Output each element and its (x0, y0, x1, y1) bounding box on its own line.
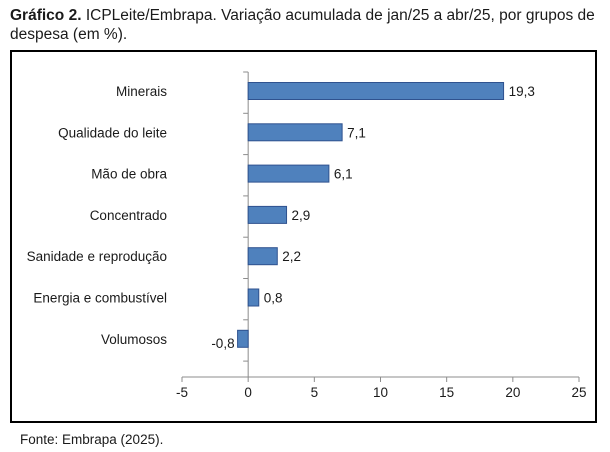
x-tick-label: -5 (176, 385, 188, 400)
bar-chart: -5 0 5 10 15 20 25 Minerais 19,3 Qualidade do lei… (27, 71, 587, 400)
bar (247, 82, 505, 100)
category-label: Minerais (116, 84, 167, 99)
bar (247, 164, 330, 183)
data-label: 7,1 (347, 125, 366, 140)
data-label: 19,3 (509, 84, 535, 99)
figure-caption-text: ICPLeite/Embrapa. Variação acumulada de … (10, 7, 595, 43)
x-tick-label: 10 (373, 385, 388, 400)
x-tick-label: 5 (311, 385, 319, 400)
data-label: 2,9 (292, 208, 311, 223)
figure-label: Gráfico 2. (10, 7, 82, 24)
category-label: Energia e combustível (33, 291, 167, 306)
figure-source: Fonte: Embrapa (2025). (20, 432, 164, 447)
category-label: Mão de obra (91, 167, 167, 182)
x-tick-label: 0 (244, 385, 252, 400)
category-label: Qualidade do leite (58, 125, 167, 140)
figure-caption: Gráfico 2. ICPLeite/Embrapa. Variação ac… (10, 6, 600, 44)
data-label: 6,1 (334, 167, 353, 182)
bar (247, 205, 288, 224)
x-tick-label: 20 (505, 385, 520, 400)
category-label: Sanidade e reprodução (27, 249, 167, 264)
x-tick-label: 15 (439, 385, 454, 400)
chart-frame: -5 0 5 10 15 20 25 Minerais 19,3 Qualidade do lei… (10, 50, 597, 423)
data-label: 2,2 (282, 249, 301, 264)
bar (237, 329, 249, 348)
category-label: Concentrado (90, 208, 167, 223)
category-label: Volumosos (101, 332, 167, 347)
x-tick-label: 25 (571, 385, 586, 400)
data-label: 0,8 (264, 291, 283, 306)
bar (247, 247, 278, 266)
bar (247, 288, 260, 307)
data-label: -0,8 (211, 336, 234, 351)
bar (247, 123, 343, 142)
